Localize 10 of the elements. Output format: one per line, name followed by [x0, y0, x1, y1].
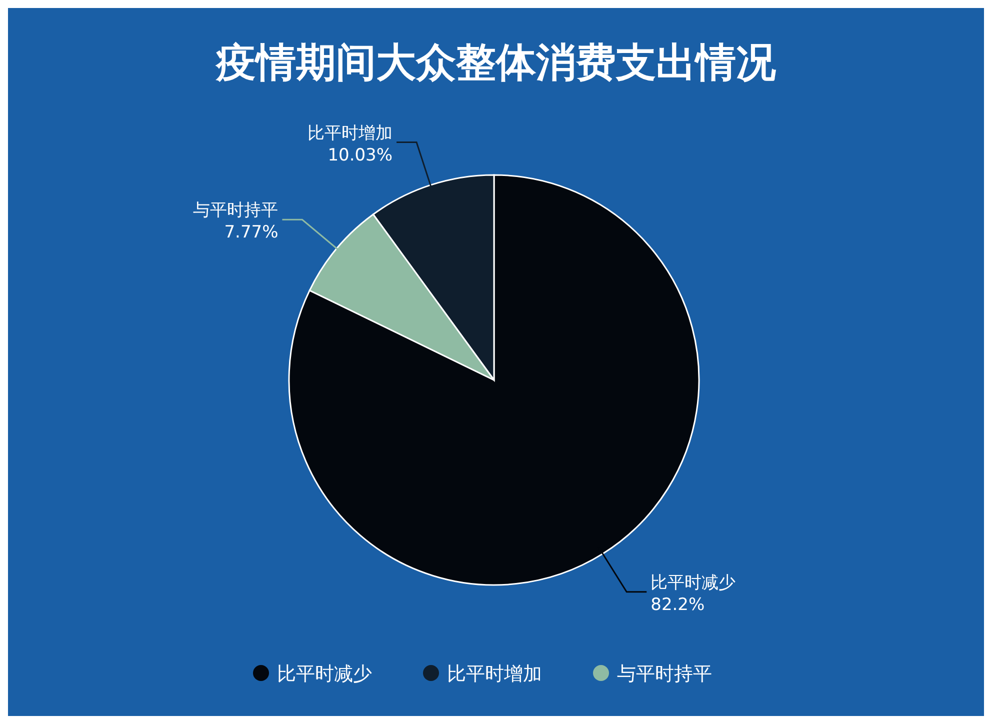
legend-label: 比平时增加 — [447, 663, 542, 685]
legend-label: 比平时减少 — [277, 663, 372, 685]
slice-label: 与平时持平 — [193, 200, 278, 221]
slice-label: 比平时减少 — [650, 572, 736, 593]
data-label: 10.03% — [328, 145, 393, 166]
data-label: 82.2% — [650, 594, 705, 615]
slice-label: 比平时增加 — [308, 123, 393, 144]
legend-label: 与平时持平 — [617, 663, 712, 685]
chart-title: 疫情期间大众整体消费支出情况 — [215, 40, 776, 86]
data-label: 7.77% — [224, 222, 278, 243]
